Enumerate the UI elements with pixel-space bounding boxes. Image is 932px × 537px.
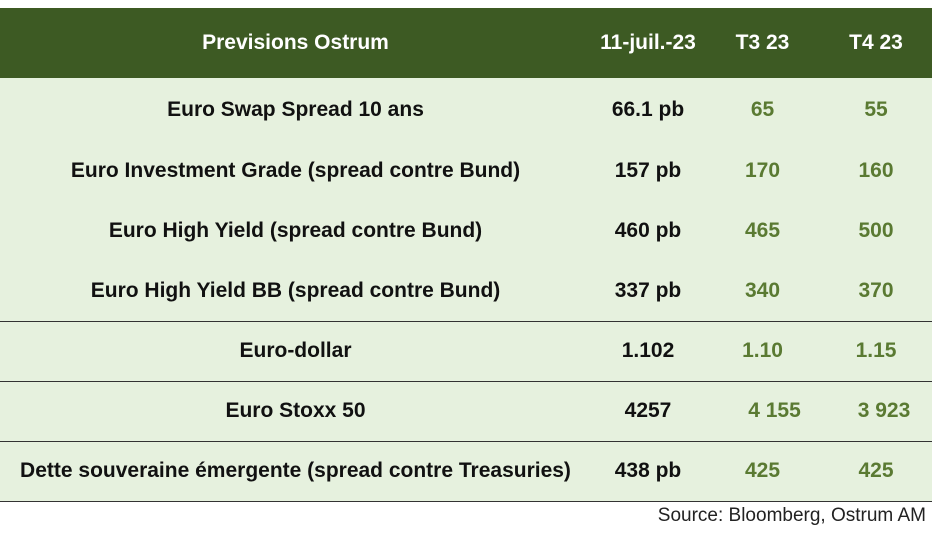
header-label: Previsions Ostrum: [202, 31, 389, 54]
row-t4: 3 923: [820, 380, 932, 441]
table-row: Dette souveraine émergente (spread contr…: [0, 440, 932, 502]
row-label: Euro High Yield (spread contre Bund): [108, 219, 483, 242]
table-row: Euro High Yield BB (spread contre Bund) …: [0, 261, 932, 321]
table-row: Euro-dollar 1.102 1.10 1.15: [0, 320, 932, 381]
row-label: Euro Investment Grade (spread contre Bun…: [70, 159, 521, 182]
table-row: Euro Stoxx 50 4257 4 155 3 923: [0, 380, 932, 441]
row-current: 460 pb: [614, 219, 682, 242]
row-label: Euro High Yield BB (spread contre Bund): [90, 278, 501, 302]
row-t4: 55: [864, 97, 888, 121]
row-t3: 340: [744, 278, 781, 302]
row-t3: 465: [744, 219, 781, 242]
row-t4: 160: [858, 159, 894, 182]
header-date: 11-juil.-23: [600, 31, 696, 54]
row-label: Euro-dollar: [0, 320, 591, 381]
table-header-row: Previsions Ostrum 11-juil.-23 T3 23 T4 2…: [0, 8, 932, 78]
row-current: 1.102: [591, 320, 705, 381]
row-current: 337 pb: [614, 278, 682, 302]
row-t4: 425: [820, 440, 932, 502]
row-t4: 1.15: [820, 320, 932, 381]
header-t3: T3 23: [735, 31, 790, 54]
row-current: 66.1 pb: [611, 97, 685, 121]
table-row: Euro Investment Grade (spread contre Bun…: [0, 141, 932, 201]
source-note: Source: Bloomberg, Ostrum AM: [657, 505, 926, 526]
row-label: Euro Swap Spread 10 ans: [167, 97, 424, 121]
row-current: 438 pb: [591, 440, 705, 502]
row-t3: 425: [705, 440, 820, 502]
row-t3: 65: [750, 97, 775, 121]
row-t3: 170: [744, 159, 781, 182]
row-t3: 1.10: [705, 320, 820, 381]
row-t3: 4 155: [705, 380, 820, 441]
forecast-table: Previsions Ostrum 11-juil.-23 T3 23 T4 2…: [0, 8, 932, 502]
header-t4: T4 23: [849, 31, 903, 54]
table-row: Euro High Yield (spread contre Bund) 460…: [0, 201, 932, 261]
row-label: Euro Stoxx 50: [0, 380, 591, 441]
row-label: Dette souveraine émergente (spread contr…: [0, 440, 591, 502]
row-t4: 500: [858, 219, 894, 242]
row-t4: 370: [858, 278, 894, 302]
table-row: Euro Swap Spread 10 ans 66.1 pb 65 55: [0, 78, 932, 141]
row-current: 157 pb: [614, 159, 682, 182]
row-current: 4257: [591, 380, 705, 441]
